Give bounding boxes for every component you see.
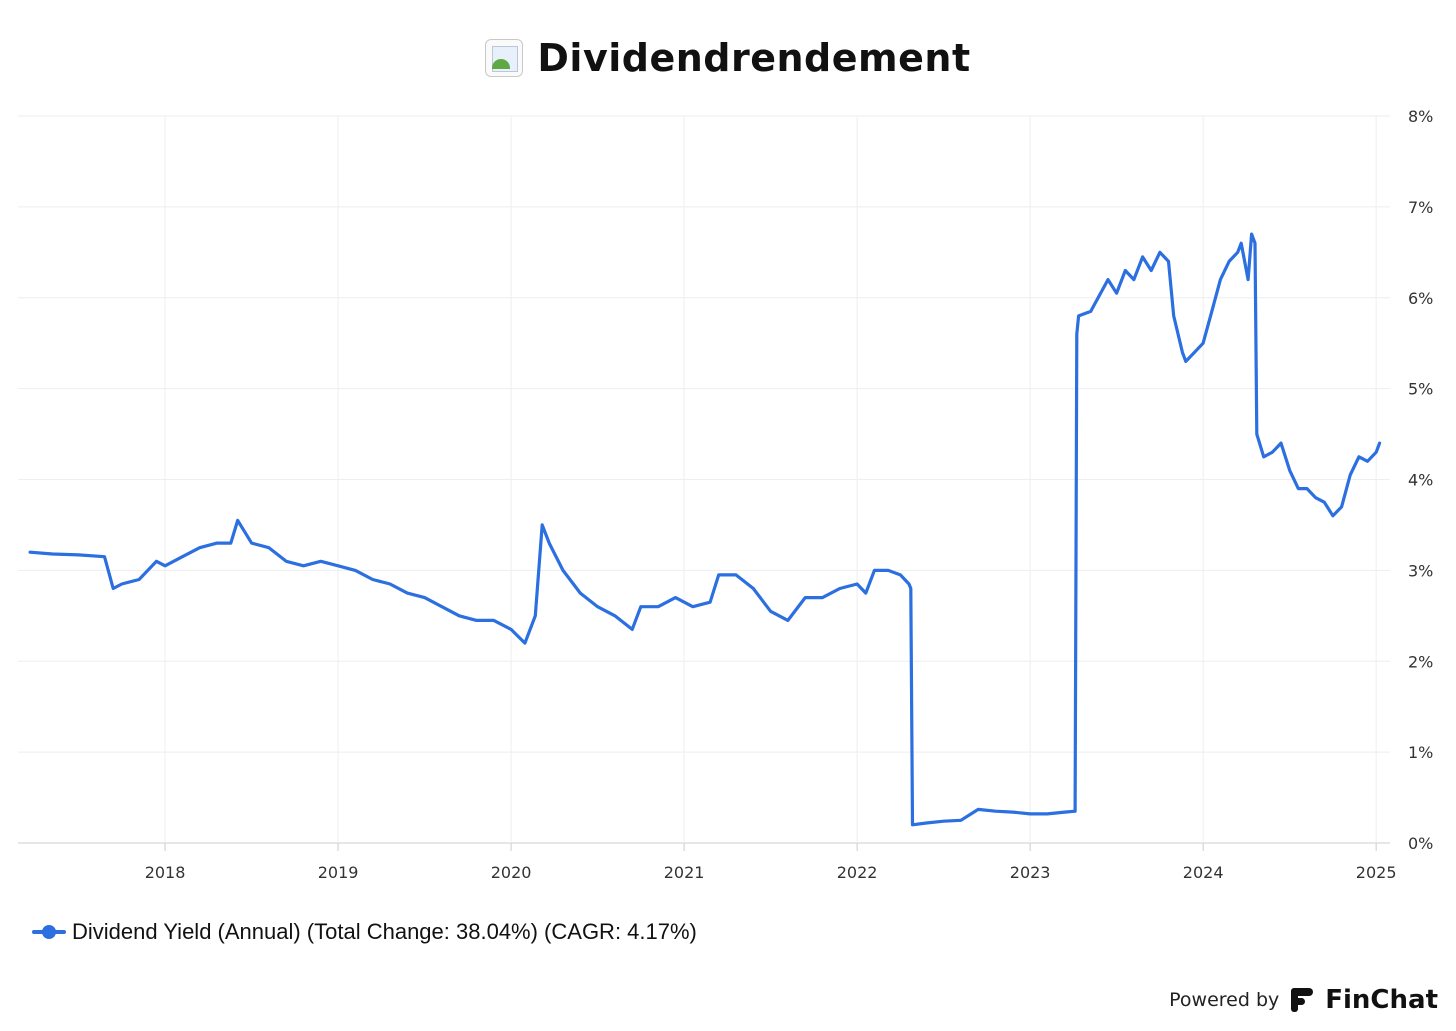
chart-grid (18, 115, 1390, 844)
powered-by-label: Powered by (1169, 989, 1280, 1011)
x-tick-label: 2018 (145, 863, 186, 882)
x-tick-label: 2023 (1010, 863, 1051, 882)
brand-name: FinChat (1325, 985, 1438, 1015)
y-tick-label: 0% (1408, 834, 1433, 853)
x-tick-label: 2022 (837, 863, 878, 882)
legend-label: Dividend Yield (Annual) (Total Change: 3… (72, 919, 697, 944)
y-tick-label: 6% (1408, 289, 1433, 308)
y-tick-label: 2% (1408, 652, 1433, 671)
y-tick-label: 1% (1408, 743, 1433, 762)
broken-image-icon (485, 39, 524, 77)
series-line-dividend-yield[interactable] (28, 232, 1382, 827)
finchat-logo-icon (1289, 986, 1315, 1014)
x-tick-label: 2020 (491, 863, 532, 882)
chart-header: Dividendrendement (0, 30, 1456, 86)
chart-legend[interactable]: Dividend Yield (Annual) (Total Change: 3… (32, 915, 697, 949)
dividend-yield-chart: 0% 1% 2% 3% 4% 5% 6% 7% 8% 2018 2019 2020 2021 2022 20… (18, 107, 1434, 882)
x-tick-label: 2021 (664, 863, 705, 882)
y-tick-label: 7% (1408, 198, 1433, 217)
chart-title: Dividendrendement (537, 36, 971, 80)
y-tick-label: 8% (1408, 107, 1433, 126)
y-tick-label: 5% (1408, 380, 1433, 399)
chart-series (28, 232, 1382, 827)
powered-by[interactable]: Powered by FinChat (1169, 982, 1438, 1018)
x-tick-label: 2024 (1183, 863, 1224, 882)
x-tick-label: 2019 (318, 863, 359, 882)
y-tick-label: 4% (1408, 471, 1433, 490)
x-tick-label: 2025 (1356, 863, 1397, 882)
chart-axes: 0% 1% 2% 3% 4% 5% 6% 7% 8% 2018 2019 2020 2021 2022 20… (145, 107, 1434, 882)
legend-marker-icon (32, 922, 66, 942)
y-tick-label: 3% (1408, 561, 1433, 580)
